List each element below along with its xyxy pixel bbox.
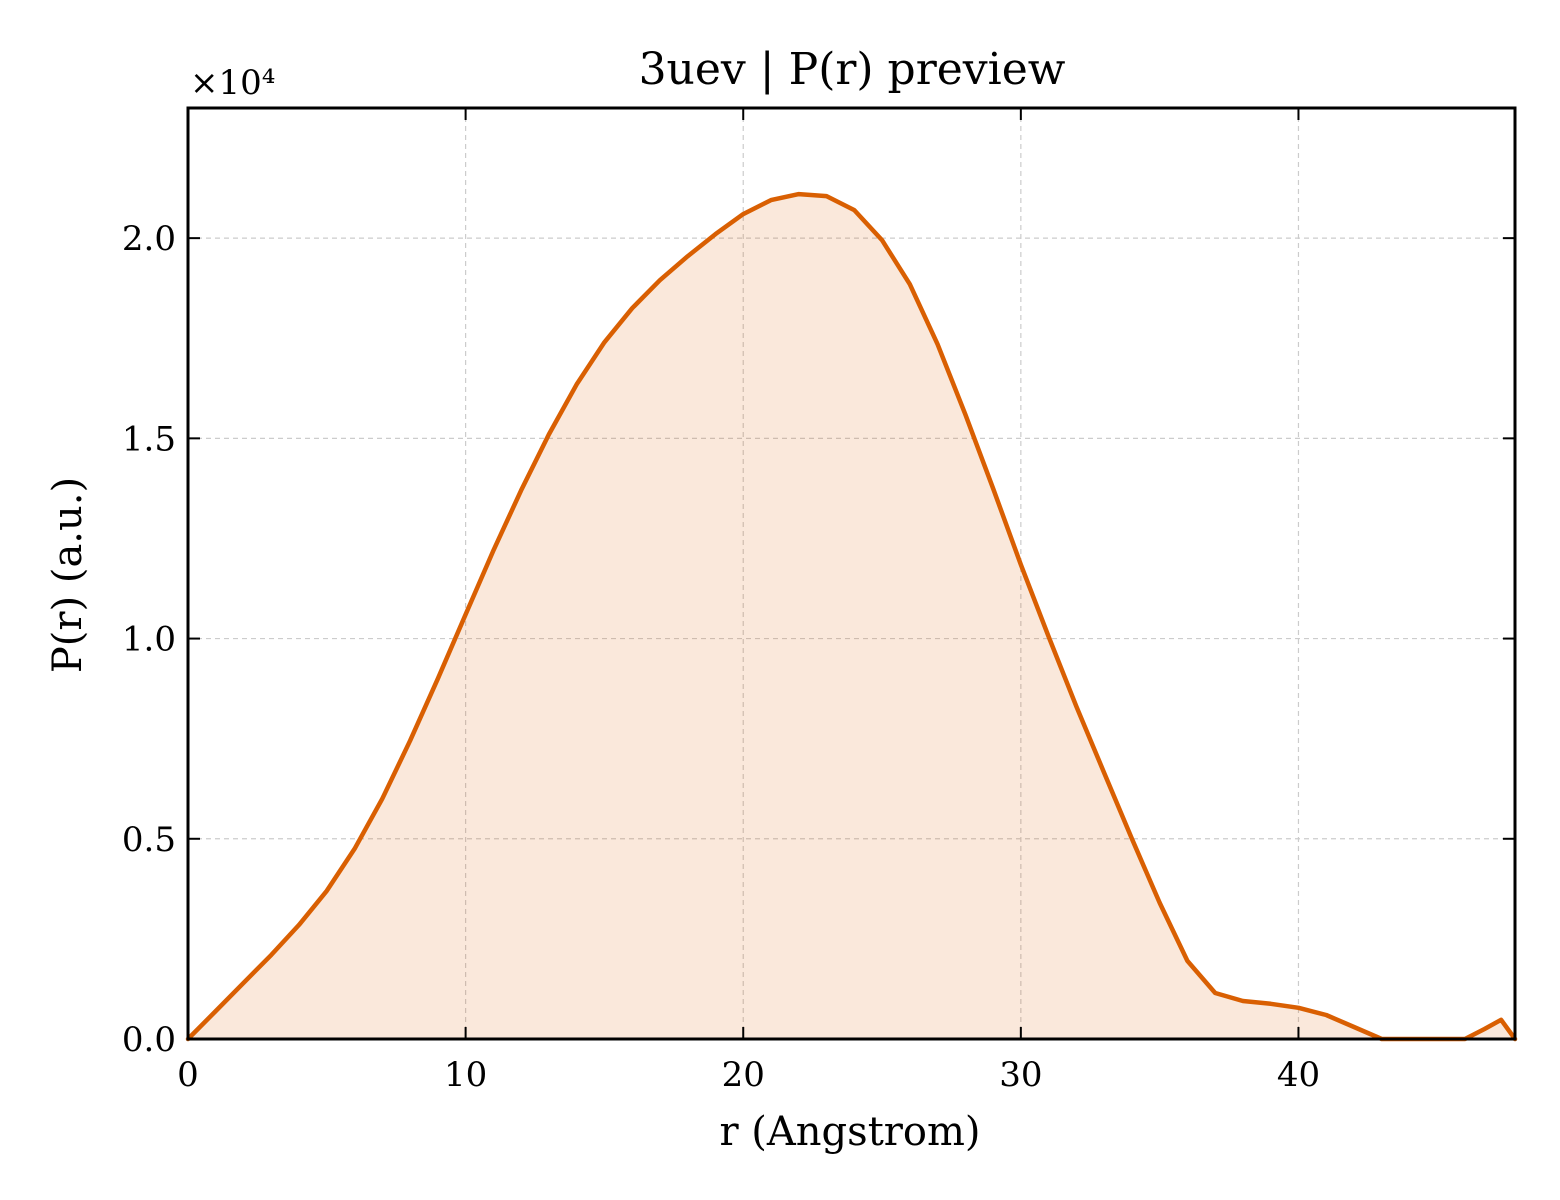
y-tick-label: 1.5 (122, 419, 176, 459)
x-tick-label: 40 (1277, 1055, 1320, 1095)
grid-lines (188, 108, 1515, 1039)
y-tick-label: 2.0 (122, 219, 176, 259)
x-axis-label: r (Angstrom) (719, 1109, 980, 1155)
tick-labels: 0 10 20 30 40 0.0 0.5 1.0 1.5 2.0 (122, 219, 1320, 1095)
axes-frame (186, 106, 1517, 1041)
x-tick-label: 20 (722, 1055, 765, 1095)
y-tick-label: 1.0 (122, 620, 176, 660)
y-axis-label: P(r) (a.u.) (45, 477, 91, 673)
x-tick-label: 30 (999, 1055, 1042, 1095)
data-line (185, 191, 1518, 1042)
y-tick-label: 0.5 (122, 820, 176, 860)
x-tick-label: 0 (177, 1055, 199, 1095)
x-tick-label: 10 (444, 1055, 487, 1095)
area-fill (188, 194, 1515, 1040)
chart-title: 3uev | P(r) preview (639, 44, 1066, 95)
series-line (185, 191, 1518, 1042)
y-offset-label: ×10⁴ (190, 63, 275, 103)
y-tick-label: 0.0 (122, 1020, 176, 1060)
series-area (188, 194, 1515, 1040)
